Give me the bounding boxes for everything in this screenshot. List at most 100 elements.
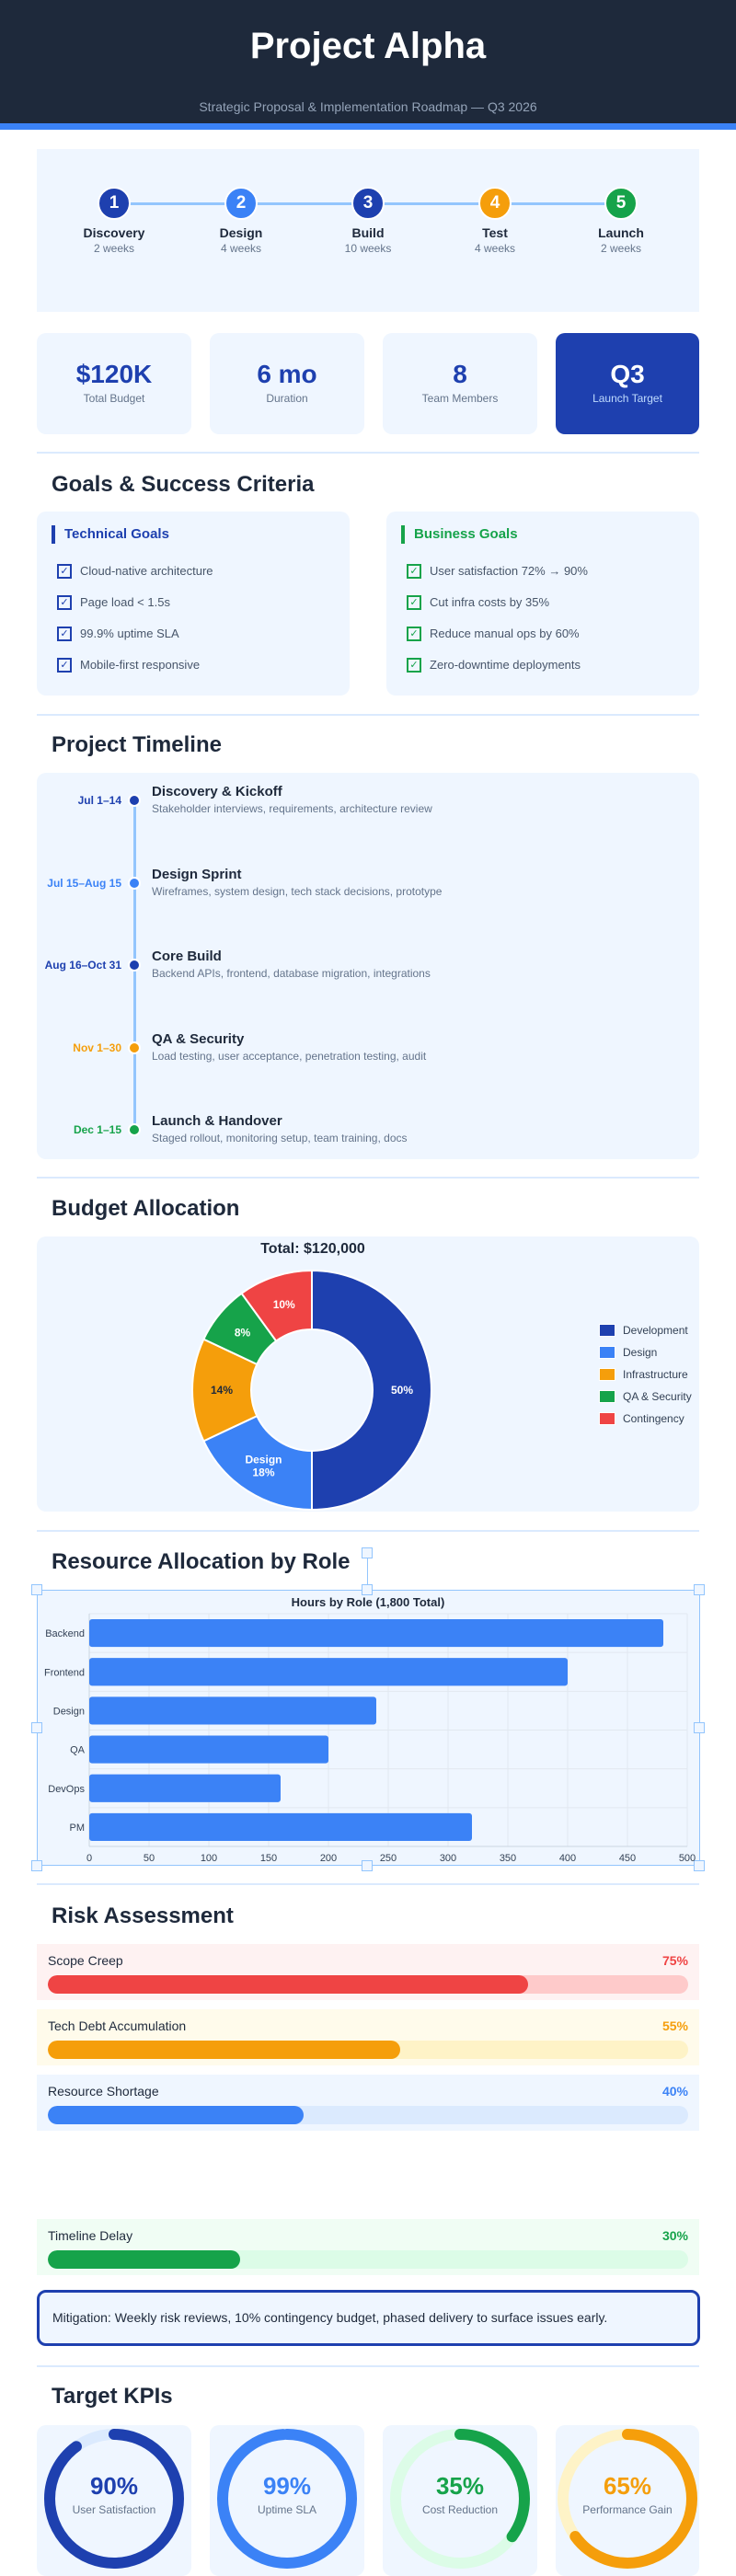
bar[interactable] — [89, 1735, 328, 1764]
x-tick-label: 350 — [500, 1853, 516, 1864]
checkbox-checked-icon: ✓ — [407, 564, 421, 579]
resize-handle[interactable] — [694, 1722, 705, 1733]
page-header — [0, 0, 736, 123]
legend-label: Design — [623, 1346, 658, 1359]
technical-goals-title: Technical Goals — [52, 525, 169, 544]
phase-step-circle[interactable]: 4 — [478, 187, 512, 220]
resize-handle[interactable] — [694, 1584, 705, 1595]
goal-text: Cloud-native architecture — [80, 564, 213, 578]
stat-card: Q3 Launch Target — [556, 333, 699, 434]
phase-step-circle[interactable]: 1 — [98, 187, 131, 220]
donut-slice-label: 50% — [391, 1384, 413, 1397]
risk-row: Scope Creep 75% — [37, 1944, 699, 2000]
risk-name: Resource Shortage — [48, 2084, 159, 2099]
resize-handle[interactable] — [31, 1584, 42, 1595]
stat-value: $120K — [75, 360, 153, 388]
x-tick-label: 0 — [86, 1853, 92, 1864]
timeline-date: Dec 1–15 — [73, 1123, 121, 1136]
timeline-desc: Wireframes, system design, tech stack de… — [152, 884, 443, 898]
header-accent-bar — [0, 123, 736, 130]
kpi-heading: Target KPIs — [52, 2384, 173, 2409]
goals-heading: Goals & Success Criteria — [52, 472, 315, 497]
x-tick-label: 250 — [380, 1853, 397, 1864]
risk-progress-bar — [48, 2041, 688, 2059]
bar-chart-title: Hours by Role (1,800 Total) — [291, 1595, 445, 1609]
bar[interactable] — [89, 1619, 663, 1648]
donut-slice-label: Design 18% — [245, 1454, 282, 1479]
timeline-dot — [128, 959, 141, 972]
y-category-label: DevOps — [48, 1784, 85, 1795]
bar[interactable] — [89, 1658, 568, 1686]
donut-slice[interactable] — [240, 1269, 313, 1343]
phase-step-duration: 4 weeks — [474, 242, 516, 255]
goal-text: User satisfaction 72% → 90% — [430, 564, 588, 578]
resize-handle[interactable] — [362, 1547, 373, 1558]
kpi-ring — [390, 2429, 530, 2569]
rotate-handle-line — [367, 1558, 368, 1590]
resize-handle[interactable] — [694, 1860, 705, 1871]
stat-card: 8 Team Members — [383, 333, 537, 434]
donut-title: Total: $120,000 — [260, 1241, 365, 1257]
timeline-dot — [128, 1041, 141, 1054]
slice-pct: 18% — [252, 1466, 274, 1479]
risk-percent: 40% — [661, 2084, 688, 2099]
phase-step-circle[interactable]: 5 — [604, 187, 638, 220]
x-tick-label: 300 — [440, 1853, 456, 1864]
risk-progress-fill — [48, 2250, 240, 2269]
legend-item: Design — [599, 1345, 657, 1360]
kpi-label: Uptime SLA — [257, 2503, 317, 2516]
kpi-card: 35% Cost Reduction — [383, 2425, 537, 2576]
phase-step-name: Test — [482, 225, 508, 240]
legend-label: Infrastructure — [623, 1368, 688, 1381]
bar[interactable] — [89, 1812, 472, 1841]
timeline-date: Nov 1–30 — [73, 1041, 121, 1054]
phase-step-circle[interactable]: 2 — [224, 187, 258, 220]
donut-slice[interactable] — [311, 1269, 432, 1512]
donut-slice-label: 10% — [273, 1298, 295, 1311]
stat-value: Q3 — [610, 360, 645, 388]
legend-label: QA & Security — [623, 1390, 692, 1403]
donut-slice-label: 14% — [211, 1384, 233, 1397]
resize-handle[interactable] — [362, 1584, 373, 1595]
risk-name: Scope Creep — [48, 1953, 123, 1968]
phase-step-circle[interactable]: 3 — [351, 187, 385, 220]
goal-text: Cut infra costs by 35% — [430, 595, 550, 609]
checkbox-checked-icon: ✓ — [57, 627, 72, 641]
kpi-ring-progress — [217, 2429, 357, 2569]
kpi-value: 65% — [603, 2472, 652, 2500]
risk-percent: 75% — [661, 1953, 688, 1968]
y-category-label: Backend — [45, 1628, 85, 1639]
legend-item: Infrastructure — [599, 1367, 688, 1382]
bar[interactable] — [89, 1774, 281, 1802]
timeline-desc: Load testing, user acceptance, penetrati… — [152, 1049, 427, 1063]
kpi-ring — [217, 2429, 357, 2569]
slice-name: Design — [245, 1454, 282, 1466]
goal-item: ✓ Reduce manual ops by 60% — [407, 626, 580, 642]
goal-text: Mobile-first responsive — [80, 658, 201, 672]
resize-handle[interactable] — [362, 1860, 373, 1871]
y-category-label: QA — [70, 1745, 86, 1756]
hours-bar-chart: 0 50 100 150 200 250 300 350 400 450 500 Backend Fro… — [44, 1613, 696, 1864]
bar[interactable] — [89, 1696, 376, 1725]
legend-label: Contingency — [623, 1412, 684, 1425]
budget-donut-chart: 50% Design 18% 14% 8% 10% — [191, 1269, 432, 1512]
kpi-label: Cost Reduction — [421, 2503, 499, 2516]
x-tick-label: 100 — [201, 1853, 217, 1864]
timeline-card — [37, 773, 699, 1159]
timeline-date: Jul 15–Aug 15 — [47, 876, 121, 890]
risk-percent: 55% — [661, 2018, 688, 2033]
divider — [37, 1530, 699, 1532]
resize-handle[interactable] — [31, 1722, 42, 1733]
legend-item: Contingency — [599, 1411, 684, 1426]
kpi-value: 90% — [89, 2472, 139, 2500]
kpi-card: 90% User Satisfaction — [37, 2425, 191, 2576]
x-tick-label: 400 — [559, 1853, 576, 1864]
resize-handle[interactable] — [31, 1860, 42, 1871]
stat-label: Total Budget — [83, 392, 145, 405]
divider — [37, 452, 699, 454]
x-tick-label: 50 — [144, 1853, 155, 1864]
risk-row: Timeline Delay 30% — [37, 2219, 699, 2275]
stat-card: 6 mo Duration — [210, 333, 364, 434]
checkbox-checked-icon: ✓ — [57, 564, 72, 579]
goal-text: Zero-downtime deployments — [430, 658, 581, 672]
